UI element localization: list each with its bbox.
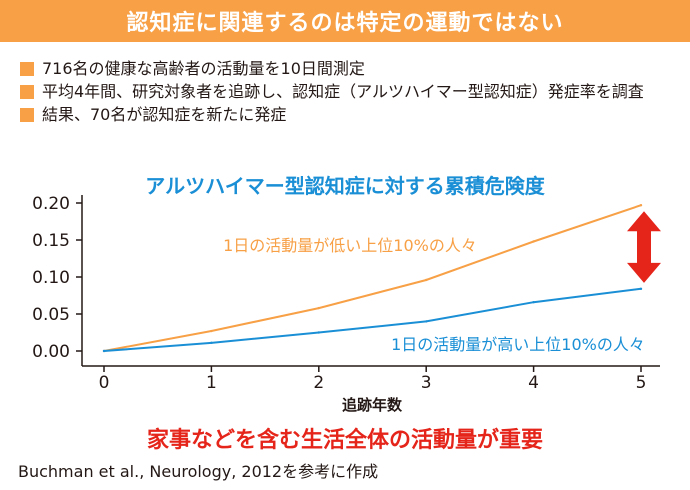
- bullet-list: 716名の健康な高齢者の活動量を10日間測定 平均4年間、研究対象者を追跡し、認…: [20, 58, 680, 127]
- square-bullet-icon: [20, 108, 34, 122]
- series-line-1: [103, 287, 642, 352]
- data-point: [532, 300, 535, 304]
- bullet-item: 平均4年間、研究対象者を追跡し、認知症（アルツハイマー型認知症）発症率を調査: [20, 81, 680, 103]
- y-tick-label: 0.05: [32, 305, 70, 325]
- data-point: [532, 240, 535, 243]
- data-point: [210, 341, 213, 345]
- x-axis-label: 追跡年数: [342, 396, 403, 414]
- x-tick-label: 3: [421, 373, 432, 393]
- line-chart: 0.00 0.05 0.10 0.15 0.20 0 1 2 3 4 5 追跡年数 1日の活動量が低い上…: [32, 194, 661, 414]
- square-bullet-icon: [20, 62, 34, 76]
- y-tick-label: 0.20: [32, 194, 70, 214]
- data-point: [639, 204, 643, 207]
- x-tick-label: 5: [636, 373, 647, 393]
- data-point: [317, 306, 320, 310]
- y-tick-label: 0.00: [32, 342, 70, 362]
- title-banner: 認知症に関連するのは特定の運動ではない: [0, 0, 690, 42]
- data-point: [425, 278, 428, 282]
- x-tick-label: 4: [528, 373, 539, 393]
- data-point: [639, 287, 643, 291]
- data-point: [210, 329, 213, 333]
- y-tick-label: 0.15: [32, 231, 70, 251]
- page-title: 認知症に関連するのは特定の運動ではない: [126, 11, 564, 36]
- bullet-item: 716名の健康な高齢者の活動量を10日間測定: [20, 58, 680, 80]
- citation: Buchman et al., Neurology, 2012を参考に作成: [18, 462, 379, 481]
- data-point: [317, 331, 320, 334]
- data-point: [425, 320, 428, 323]
- series-line-0: [103, 204, 642, 352]
- bullet-text: 結果、70名が認知症を新たに発症: [42, 105, 287, 124]
- key-message: 家事などを含む生活全体の活動量が重要: [146, 428, 543, 453]
- bullet-text: 716名の健康な高齢者の活動量を10日間測定: [42, 59, 365, 78]
- chart-title: アルツハイマー型認知症に対する累積危険度: [145, 174, 545, 198]
- data-point: [102, 349, 106, 353]
- series-label-low-activity: 1日の活動量が低い上位10%の人々: [223, 236, 477, 255]
- y-tick-label: 0.10: [32, 268, 70, 288]
- x-tick-label: 2: [313, 373, 324, 393]
- x-tick-label: 0: [99, 373, 110, 393]
- x-tick-label: 1: [206, 373, 217, 393]
- square-bullet-icon: [20, 85, 34, 99]
- series-label-high-activity: 1日の活動量が高い上位10%の人々: [391, 335, 645, 354]
- bullet-item: 結果、70名が認知症を新たに発症: [20, 104, 680, 126]
- bullet-text: 平均4年間、研究対象者を追跡し、認知症（アルツハイマー型認知症）発症率を調査: [42, 82, 644, 101]
- double-headed-arrow-icon: [627, 211, 661, 283]
